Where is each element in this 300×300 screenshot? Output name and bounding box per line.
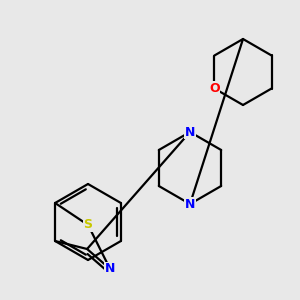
Text: N: N (185, 197, 195, 211)
Text: S: S (84, 218, 93, 232)
Text: O: O (209, 82, 220, 95)
Text: N: N (105, 262, 115, 275)
Text: N: N (185, 125, 195, 139)
